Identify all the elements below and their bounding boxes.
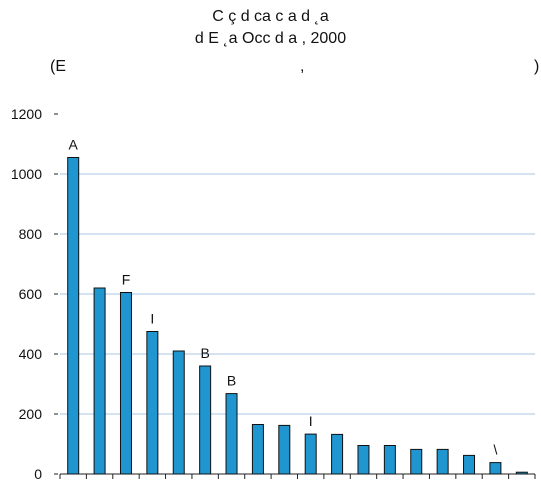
- bar: [199, 365, 212, 475]
- bar-label: \: [493, 442, 497, 458]
- chart-title-line-1: C ç d ca c a d ˛a: [212, 8, 329, 25]
- chart-subtitle-mid: ,: [300, 58, 305, 75]
- y-tick-label: 800: [19, 226, 43, 242]
- bar: [146, 331, 159, 475]
- bar: [436, 448, 449, 475]
- y-tick-label: 1200: [11, 106, 42, 122]
- bar: [172, 350, 185, 475]
- bar-label: A: [69, 137, 79, 153]
- y-tick-label: 200: [19, 406, 43, 422]
- bar: [383, 445, 396, 475]
- chart-title-line-2: d E ˛a Occ d a , 2000: [194, 30, 347, 47]
- bar: [515, 471, 528, 475]
- bar: [304, 433, 317, 475]
- bar-label: B: [227, 373, 236, 389]
- y-tick-label: 0: [34, 466, 42, 482]
- bar: [357, 445, 370, 475]
- bar-label: I: [150, 311, 154, 327]
- bar: [225, 393, 238, 475]
- bar-label: F: [122, 272, 131, 288]
- bar: [67, 157, 80, 475]
- bar-label: B: [200, 345, 209, 361]
- bar: [410, 448, 423, 475]
- chart-subtitle-left: (E: [50, 58, 66, 75]
- y-tick-label: 1000: [11, 166, 42, 182]
- bar-label: I: [309, 413, 313, 429]
- bar: [251, 424, 264, 475]
- bar: [331, 433, 344, 475]
- bar: [463, 454, 476, 475]
- y-tick-label: 600: [19, 286, 43, 302]
- bar: [489, 462, 502, 475]
- chart-subtitle-right: ): [534, 58, 540, 75]
- bar: [119, 292, 132, 475]
- bar: [93, 287, 106, 475]
- bar: [278, 424, 291, 475]
- y-tick-label: 400: [19, 346, 43, 362]
